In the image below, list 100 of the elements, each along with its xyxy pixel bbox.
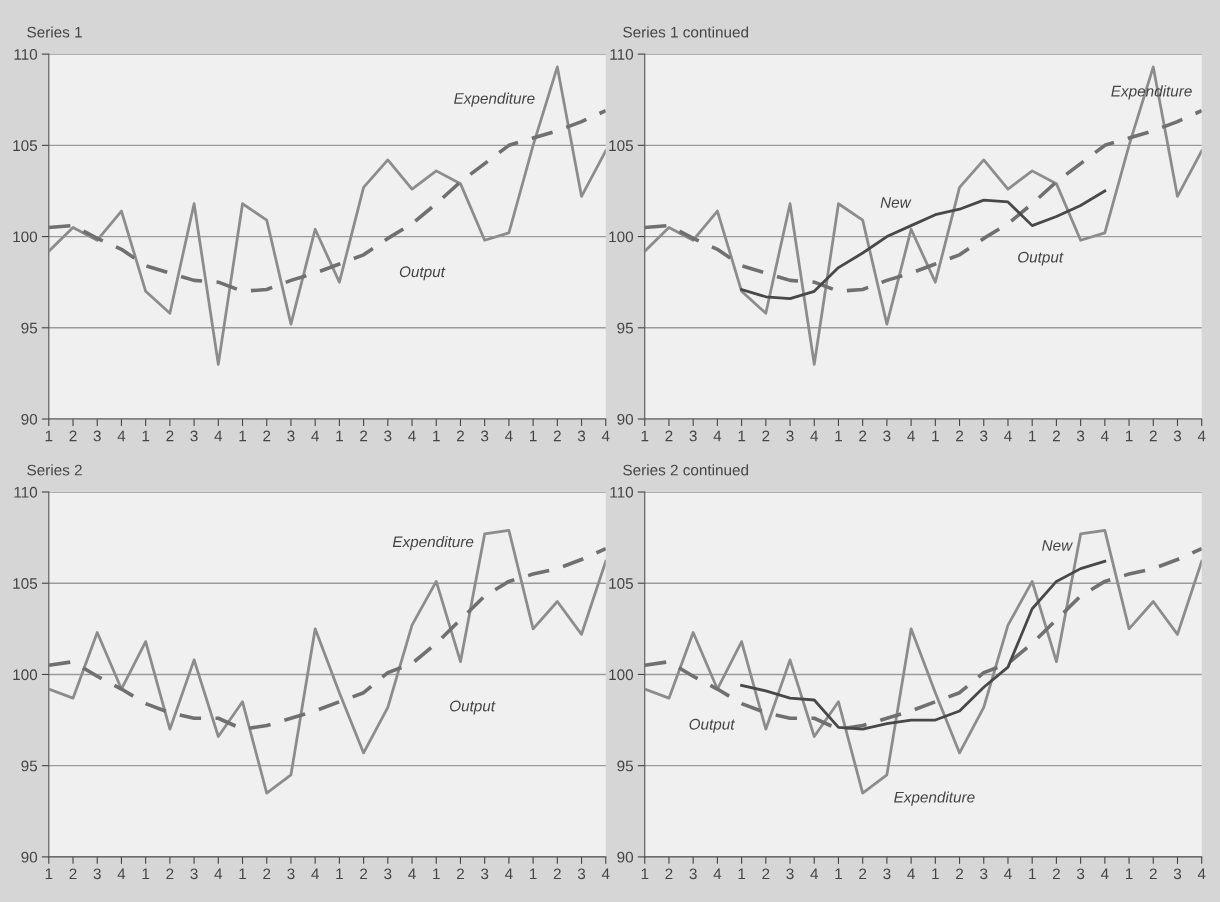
y-tick-label: 100 — [13, 231, 38, 243]
x-tick-label: 1 — [336, 868, 343, 880]
x-tick-label: 3 — [93, 868, 101, 880]
x-tick-label: 4 — [907, 430, 915, 442]
y-tick-label: 110 — [14, 48, 38, 60]
x-tick-label: 1 — [45, 868, 53, 880]
line-series — [740, 189, 1107, 300]
x-tick-label: 2 — [1149, 868, 1157, 880]
x-tick-label: 3 — [481, 430, 489, 442]
y-tick-label: 90 — [21, 851, 38, 863]
x-tick-label: 1 — [45, 430, 53, 442]
x-tick-label: 4 — [1197, 430, 1206, 442]
x-tick-label: 2 — [360, 430, 368, 442]
y-tick-label: 105 — [609, 578, 633, 589]
x-tick-label: 1 — [738, 430, 746, 442]
x-tick-label: 2 — [1052, 430, 1060, 442]
annotation: New — [1042, 540, 1073, 551]
x-tick-label: 4 — [601, 868, 610, 880]
y-tick-label: 95 — [21, 760, 38, 772]
chart-title: Series 1 — [27, 26, 82, 38]
x-tick-label: 4 — [713, 868, 722, 880]
line-series — [644, 108, 1202, 294]
y-tick-label: 90 — [21, 413, 38, 425]
x-tick-label: 1 — [142, 430, 150, 442]
x-tick-label: 1 — [530, 430, 537, 442]
x-tick-label: 4 — [1004, 868, 1012, 880]
x-tick-label: 4 — [1004, 430, 1012, 442]
x-tick-label: 2 — [956, 868, 964, 880]
x-tick-label: 3 — [577, 430, 586, 442]
x-tick-label: 3 — [883, 868, 891, 880]
x-tick-label: 4 — [1100, 430, 1109, 442]
y-tick-label: 90 — [617, 851, 634, 863]
x-tick-label: 2 — [263, 868, 271, 880]
x-tick-label: 1 — [1125, 430, 1133, 442]
x-tick-label: 1 — [530, 868, 537, 880]
x-tick-label: 4 — [1197, 868, 1206, 880]
x-tick-label: 1 — [239, 868, 247, 880]
annotation: Output — [399, 266, 446, 281]
x-tick-label: 3 — [786, 868, 794, 880]
x-tick-label: 4 — [713, 430, 722, 442]
x-tick-label: 4 — [311, 430, 319, 442]
x-tick-label: 1 — [835, 868, 842, 880]
y-tick-label: 105 — [13, 140, 38, 152]
x-tick-label: 3 — [980, 430, 988, 442]
x-tick-label: 3 — [287, 868, 295, 880]
x-tick-label: 4 — [117, 868, 126, 880]
x-tick-label: 4 — [311, 868, 319, 880]
x-tick-label: 2 — [665, 430, 673, 442]
x-tick-label: 1 — [641, 868, 649, 880]
x-tick-label: 1 — [433, 868, 440, 880]
y-tick-label: 100 — [609, 669, 634, 681]
annotation: Expenditure — [454, 92, 535, 107]
x-tick-label: 1 — [641, 430, 649, 442]
annotation: Expenditure — [894, 791, 975, 806]
x-tick-label: 2 — [859, 430, 867, 442]
x-tick-label: 2 — [69, 868, 77, 880]
x-tick-label: 1 — [142, 868, 150, 880]
x-tick-label: 2 — [456, 868, 464, 880]
x-tick-label: 3 — [1076, 868, 1085, 880]
x-tick-label: 1 — [433, 430, 440, 442]
x-tick-label: 4 — [505, 868, 513, 880]
x-tick-label: 1 — [1029, 868, 1036, 880]
x-tick-label: 2 — [166, 868, 174, 880]
y-tick-label: 90 — [617, 413, 634, 425]
x-tick-label: 1 — [336, 430, 343, 442]
line-series — [48, 65, 606, 366]
x-tick-label: 3 — [1173, 868, 1182, 880]
y-tick-label: 110 — [610, 48, 634, 60]
x-tick-label: 3 — [287, 430, 295, 442]
x-tick-label: 3 — [190, 430, 198, 442]
x-tick-label: 3 — [980, 868, 988, 880]
line-series — [48, 108, 606, 294]
x-tick-label: 1 — [738, 868, 746, 880]
x-tick-label: 2 — [762, 868, 770, 880]
x-tick-label: 4 — [1100, 868, 1109, 880]
x-tick-label: 2 — [553, 868, 561, 880]
y-tick-label: 95 — [21, 322, 38, 334]
x-tick-label: 2 — [956, 430, 964, 442]
line-series — [48, 528, 606, 795]
line-series — [644, 65, 1202, 366]
chart-title: Series 2 continued — [623, 464, 749, 476]
x-tick-label: 4 — [907, 868, 915, 880]
x-tick-label: 4 — [810, 868, 819, 880]
x-tick-label: 3 — [689, 430, 697, 442]
x-tick-label: 2 — [1149, 430, 1157, 442]
x-tick-label: 4 — [214, 430, 223, 442]
x-tick-label: 2 — [1052, 868, 1060, 880]
y-tick-label: 95 — [617, 760, 633, 772]
annotation: Output — [689, 718, 736, 733]
chart-title: Series 1 continued — [623, 26, 749, 38]
y-tick-label: 105 — [609, 140, 633, 152]
y-tick-label: 105 — [13, 578, 38, 589]
y-tick-label: 100 — [13, 669, 38, 681]
x-tick-label: 4 — [214, 868, 223, 880]
x-tick-label: 3 — [786, 430, 794, 442]
x-tick-label: 2 — [859, 868, 867, 880]
x-tick-label: 3 — [190, 868, 198, 880]
x-tick-label: 2 — [553, 430, 561, 442]
x-tick-label: 3 — [689, 868, 697, 880]
line-series — [740, 559, 1107, 731]
